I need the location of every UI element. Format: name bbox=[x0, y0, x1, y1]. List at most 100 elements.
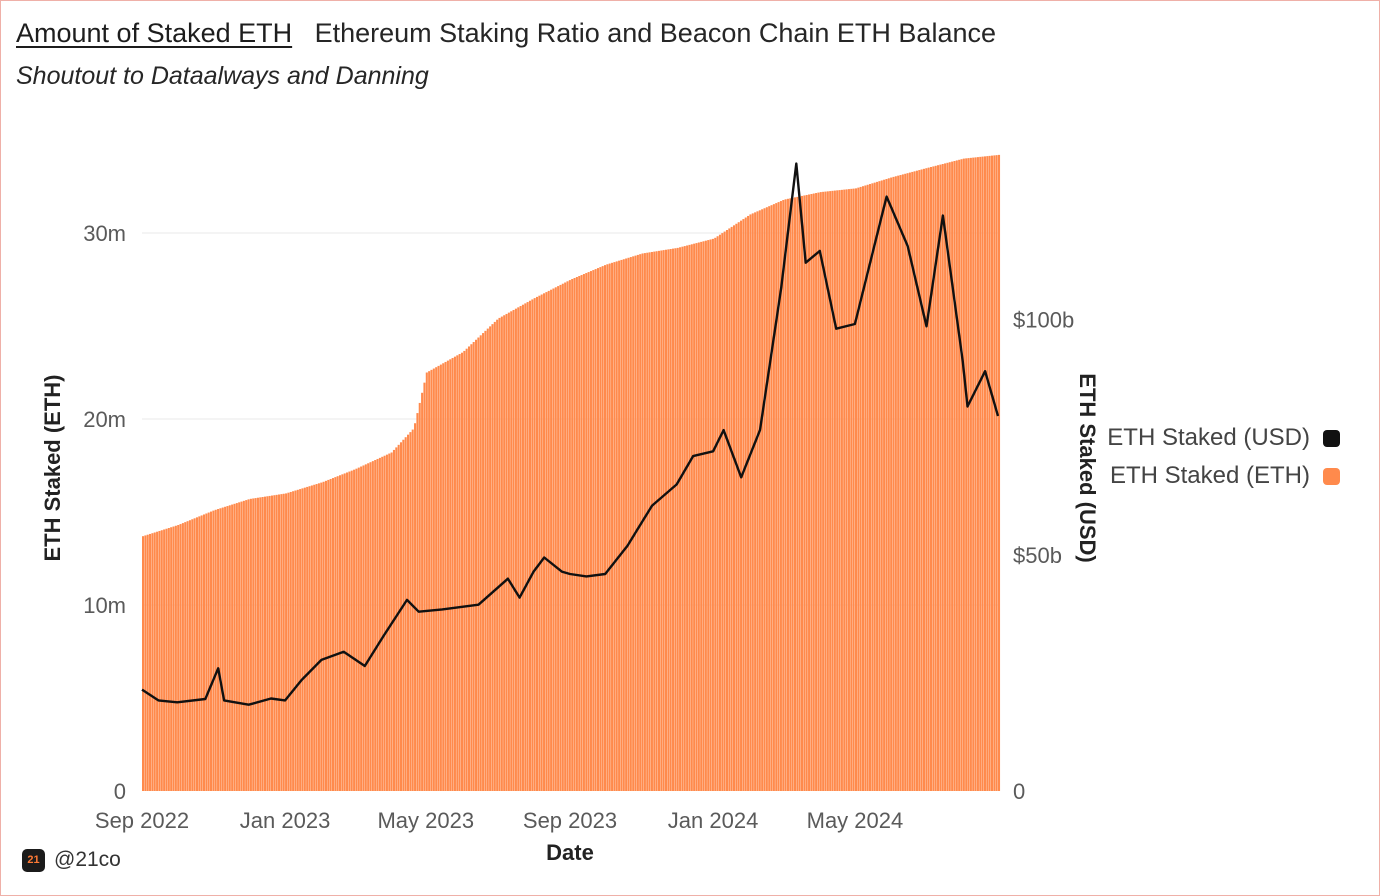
eth-staked-bar bbox=[313, 484, 316, 791]
eth-staked-bar bbox=[416, 413, 419, 791]
eth-staked-bar bbox=[770, 205, 773, 791]
x-tick-label: Jan 2024 bbox=[668, 808, 759, 833]
eth-staked-bar bbox=[451, 357, 454, 791]
eth-staked-bar bbox=[240, 501, 243, 791]
eth-staked-bar bbox=[587, 272, 590, 791]
eth-staked-bar bbox=[528, 300, 532, 791]
eth-staked-bar bbox=[711, 238, 714, 791]
brand-handle[interactable]: @21co bbox=[54, 848, 121, 871]
eth-staked-bar bbox=[409, 432, 412, 791]
eth-staked-bar bbox=[592, 270, 595, 792]
eth-staked-bar bbox=[763, 208, 766, 792]
eth-staked-bar bbox=[252, 498, 255, 791]
eth-staked-bar bbox=[965, 158, 968, 792]
eth-staked-bar bbox=[399, 442, 403, 791]
eth-staked-bar bbox=[782, 200, 785, 791]
eth-staked-bar bbox=[514, 308, 517, 791]
y-right-tick-label: $50b bbox=[1013, 543, 1062, 568]
eth-staked-bar bbox=[869, 184, 872, 792]
eth-staked-bar bbox=[418, 402, 421, 791]
eth-staked-bar bbox=[836, 190, 839, 792]
eth-staked-bar bbox=[336, 476, 339, 791]
eth-staked-bar bbox=[353, 469, 356, 791]
eth-staked-bar bbox=[165, 528, 168, 791]
eth-staked-bar bbox=[186, 521, 189, 791]
eth-staked-bar bbox=[798, 196, 801, 791]
eth-staked-bar bbox=[158, 530, 161, 791]
eth-staked-bar bbox=[632, 256, 635, 792]
eth-staked-bar bbox=[491, 324, 494, 791]
eth-staked-bar bbox=[510, 311, 513, 791]
eth-staked-bar bbox=[955, 160, 958, 791]
eth-staked-bar bbox=[202, 514, 206, 791]
eth-staked-bar bbox=[397, 444, 400, 791]
eth-staked-bar bbox=[477, 337, 480, 791]
eth-staked-bar bbox=[843, 189, 846, 792]
eth-staked-bar bbox=[317, 483, 320, 791]
eth-staked-bar bbox=[704, 240, 707, 791]
eth-staked-bar bbox=[688, 244, 691, 791]
eth-staked-bar bbox=[585, 273, 588, 791]
eth-staked-bar bbox=[812, 193, 815, 791]
eth-staked-bar bbox=[646, 252, 649, 792]
eth-staked-bar bbox=[810, 194, 813, 791]
eth-staked-bar bbox=[151, 533, 154, 791]
eth-staked-bar bbox=[735, 223, 738, 791]
eth-staked-bar bbox=[376, 458, 379, 791]
eth-staked-bar bbox=[430, 369, 433, 791]
chart-title[interactable]: Amount of Staked ETH bbox=[16, 18, 293, 48]
eth-staked-bar bbox=[395, 447, 398, 791]
eth-staked-bar bbox=[974, 157, 977, 792]
eth-staked-bar bbox=[557, 286, 560, 791]
eth-staked-bar bbox=[643, 253, 646, 792]
eth-staked-bar bbox=[634, 255, 637, 791]
eth-staked-bar bbox=[805, 194, 808, 791]
eth-staked-bar bbox=[779, 201, 782, 791]
eth-staked-bar bbox=[681, 246, 684, 791]
eth-staked-bar bbox=[697, 242, 700, 792]
legend: ETH Staked (USD) ETH Staked (ETH) bbox=[1100, 424, 1340, 500]
eth-staked-bar bbox=[786, 198, 789, 792]
eth-staked-bar bbox=[446, 360, 449, 791]
eth-staked-bar bbox=[662, 250, 665, 792]
eth-staked-bar bbox=[850, 188, 853, 792]
eth-staked-bar bbox=[407, 434, 410, 791]
eth-staked-bar bbox=[346, 472, 349, 791]
eth-staked-bar bbox=[296, 489, 299, 791]
eth-staked-bar bbox=[475, 339, 478, 791]
eth-staked-bar bbox=[507, 312, 510, 791]
eth-staked-bar bbox=[660, 250, 663, 792]
eth-staked-bar bbox=[618, 260, 621, 791]
eth-staked-bar bbox=[899, 175, 902, 791]
eth-staked-bar bbox=[205, 513, 208, 791]
eth-staked-bar bbox=[184, 522, 187, 791]
eth-staked-bar bbox=[167, 528, 170, 791]
eth-staked-bar bbox=[381, 456, 384, 791]
legend-item-usd[interactable]: ETH Staked (USD) bbox=[1100, 424, 1340, 462]
eth-staked-bar bbox=[728, 228, 731, 791]
eth-staked-bar bbox=[693, 243, 696, 791]
eth-staked-bar bbox=[594, 269, 597, 792]
eth-staked-bar bbox=[906, 173, 909, 792]
eth-staked-bar bbox=[278, 494, 281, 791]
eth-staked-bar bbox=[470, 344, 473, 791]
eth-staked-bar bbox=[833, 190, 836, 792]
eth-staked-bar bbox=[740, 220, 743, 791]
eth-staked-bar bbox=[897, 175, 900, 791]
eth-staked-bar bbox=[939, 164, 942, 792]
eth-staked-bar bbox=[669, 249, 672, 791]
legend-swatch-eth bbox=[1323, 468, 1340, 485]
eth-staked-bar bbox=[747, 215, 750, 791]
eth-staked-bar bbox=[543, 293, 546, 791]
eth-staked-bar bbox=[578, 276, 581, 791]
eth-staked-bar bbox=[791, 197, 794, 792]
eth-staked-bar bbox=[369, 462, 372, 791]
eth-staked-bar bbox=[533, 298, 536, 791]
eth-staked-bar bbox=[972, 157, 975, 792]
eth-staked-bar bbox=[500, 316, 503, 791]
legend-item-eth[interactable]: ETH Staked (ETH) bbox=[1100, 462, 1340, 500]
eth-staked-bar bbox=[268, 495, 271, 791]
x-tick-label: Sep 2022 bbox=[95, 808, 189, 833]
eth-staked-bar bbox=[174, 525, 177, 791]
eth-staked-bar bbox=[784, 199, 787, 791]
